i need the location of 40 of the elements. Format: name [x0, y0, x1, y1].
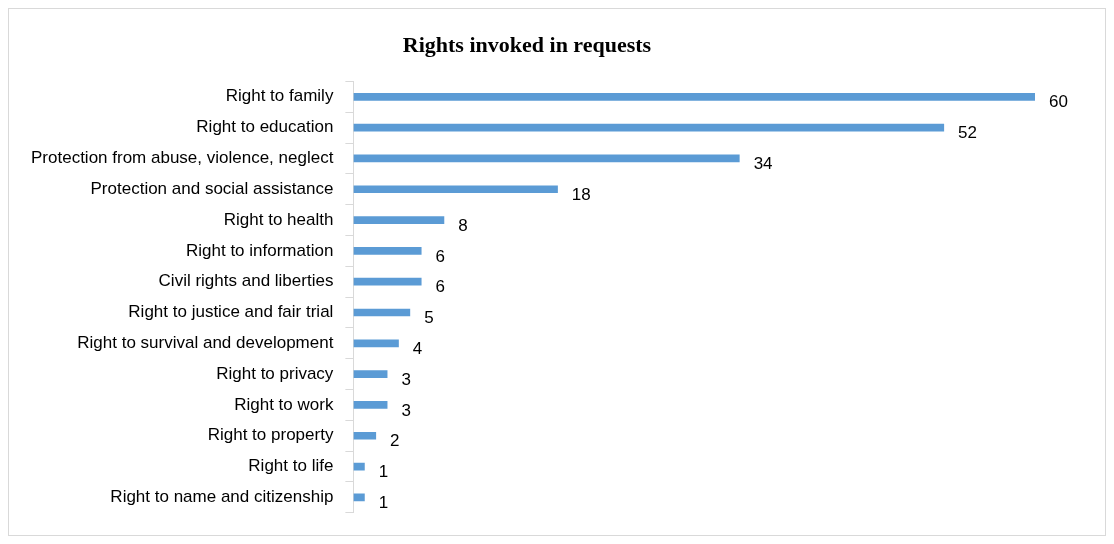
bar — [353, 247, 422, 255]
data-label: 6 — [435, 246, 446, 266]
y-tick-label: Right to privacy — [216, 363, 334, 383]
y-tick-label: Right to information — [185, 240, 334, 260]
data-label: 3 — [401, 400, 411, 420]
y-tick-label: Civil rights and liberties — [158, 271, 334, 291]
data-label: 52 — [958, 123, 978, 143]
y-tick-label: Protection and social assistance — [90, 178, 334, 198]
data-label: 2 — [390, 431, 400, 451]
data-label: 3 — [401, 369, 411, 389]
data-label: 1 — [378, 462, 389, 482]
y-tick-label: Right to work — [234, 394, 334, 414]
y-tick-label: Right to health — [223, 209, 334, 229]
bar — [353, 154, 740, 163]
y-tick-label: Right to name and citizenship — [110, 487, 334, 507]
data-label: 4 — [412, 339, 423, 359]
y-tick-label: Right to property — [207, 425, 334, 445]
data-label: 18 — [571, 184, 591, 204]
bar — [353, 185, 558, 194]
y-tick-label: Right to family — [225, 86, 334, 106]
bar — [353, 431, 377, 440]
data-label: 8 — [458, 215, 468, 235]
data-label: 34 — [753, 154, 773, 174]
data-label: 1 — [378, 493, 389, 513]
y-tick-label: Right to education — [196, 117, 334, 137]
bar — [353, 370, 388, 378]
bar — [353, 401, 388, 409]
bar — [353, 339, 399, 348]
chart-title: Rights invoked in requests — [402, 31, 652, 57]
y-tick-label: Right to life — [248, 456, 334, 476]
data-label: 5 — [424, 308, 434, 328]
y-tick-label: Right to justice and fair trial — [128, 302, 334, 322]
bar — [353, 123, 945, 132]
data-label: 60 — [1049, 92, 1068, 112]
y-tick-label: Right to survival and development — [77, 333, 334, 353]
bar — [353, 216, 445, 224]
y-tick-label: Protection from abuse, violence, neglect — [31, 148, 334, 168]
bar — [353, 277, 422, 286]
data-label: 6 — [435, 277, 446, 297]
bar — [353, 92, 1035, 101]
